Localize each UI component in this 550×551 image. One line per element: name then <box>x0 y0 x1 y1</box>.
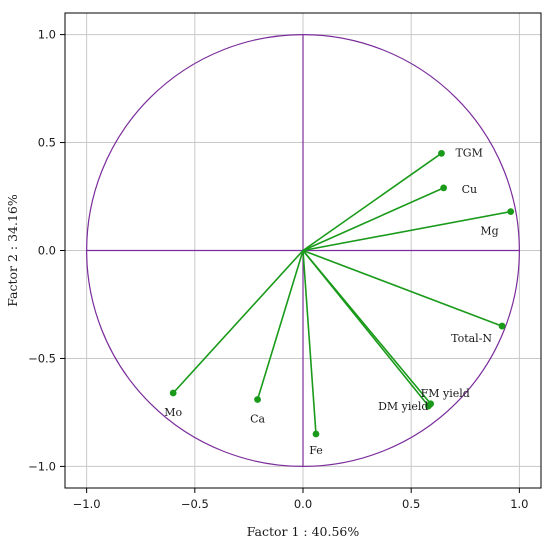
point-cu <box>440 184 448 192</box>
y-tick-label-3: 0.5 <box>38 136 56 150</box>
axis-ticks: −1.0 −0.5 0.0 0.5 1.0 −1.0 −0.5 0.0 0.5 1.0 <box>28 28 528 511</box>
y-tick-label-0: −1.0 <box>28 459 56 473</box>
vector-tgm <box>302 152 442 252</box>
label-tgm: TGM <box>455 146 482 159</box>
label-ca: Ca <box>250 412 265 425</box>
loading-vectors <box>169 149 515 438</box>
x-tick-label-4: 1.0 <box>510 497 528 511</box>
vector-ca <box>256 250 304 400</box>
point-tgm <box>438 149 445 157</box>
y-tick-label-2: 0.0 <box>38 244 56 258</box>
vector-total-n <box>302 249 503 327</box>
point-total-n <box>498 322 506 330</box>
point-dm-yield <box>425 402 432 410</box>
vector-mo <box>172 249 304 394</box>
point-mo <box>169 389 177 397</box>
label-fm-yield: FM yield <box>421 387 470 400</box>
label-dm-yield: DM yield <box>378 400 428 413</box>
label-mg: Mg <box>480 225 498 238</box>
vector-fe <box>302 250 317 435</box>
vector-dm-yield <box>302 249 430 407</box>
y-tick-label-4: 1.0 <box>38 28 56 42</box>
x-tick-label-0: −1.0 <box>73 497 101 511</box>
x-tick-label-1: −0.5 <box>181 497 209 511</box>
point-fe <box>312 430 320 438</box>
x-tick-label-2: 0.0 <box>294 497 312 511</box>
x-tick-label-3: 0.5 <box>402 497 420 511</box>
y-axis-title: Factor 2 : 34.16% <box>5 194 20 307</box>
label-mo: Mo <box>164 406 182 419</box>
y-tick-label-1: −0.5 <box>28 351 56 365</box>
vector-mg <box>302 210 511 252</box>
label-fe: Fe <box>309 444 323 457</box>
vector-cu <box>302 187 444 252</box>
point-mg <box>507 208 515 216</box>
label-total-n: Total-N <box>451 332 492 345</box>
x-axis-title: Factor 1 : 40.56% <box>247 524 360 539</box>
point-ca <box>254 396 261 403</box>
label-cu: Cu <box>462 183 478 196</box>
